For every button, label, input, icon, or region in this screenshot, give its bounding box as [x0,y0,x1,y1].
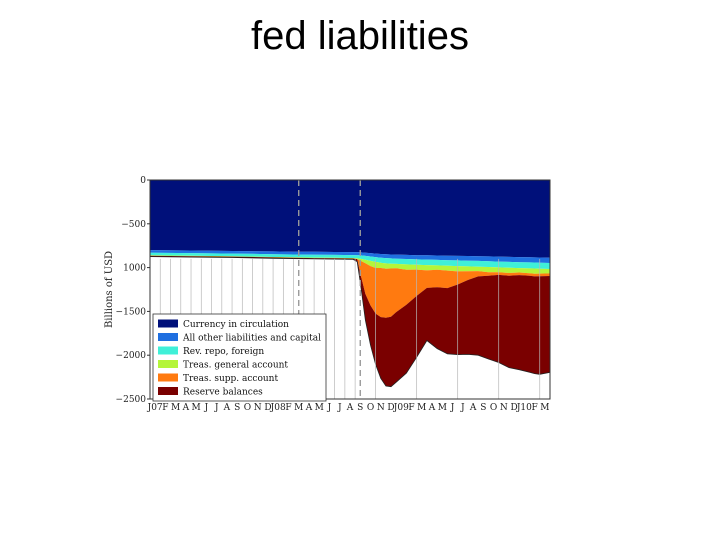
x-tick-label-37: F [531,403,537,413]
legend-entry-1: All other liabilities and capital [182,334,321,344]
legend-swatch-0 [158,319,178,328]
y-tick-label-0: 0 [140,176,146,186]
area-series-3 [150,255,550,274]
x-tick-label-36: J10 [516,403,532,413]
x-tick-label-8: S [234,403,240,413]
x-tick-label-29: J [450,403,455,413]
x-tick-label-7: A [223,403,231,413]
x-tick-label-13: F [285,403,291,413]
x-tick-label-4: M [192,403,201,413]
x-tick-label-34: N [500,403,508,413]
legend-entry-4: Treas. supp. account [183,374,278,384]
x-tick-label-1: F [162,403,168,413]
total-liabilities-line [149,256,551,388]
x-tick-label-35: D [510,403,517,413]
area-series-0 [150,180,550,258]
x-tick-label-6: J [214,403,219,413]
y-axis-label: Billions of USD [104,251,115,328]
x-tick-label-3: A [182,403,190,413]
x-tick-label-27: A [428,403,436,413]
x-tick-label-0: J07 [147,403,163,413]
slide-title: fed liabilities [251,14,469,58]
x-tick-label-38: M [540,403,549,413]
x-tick-label-14: M [294,403,303,413]
area-series-1 [150,250,550,263]
x-tick-label-18: J [337,403,342,413]
x-tick-label-5: J [204,403,209,413]
x-tick-label-20: S [357,403,363,413]
x-tick-label-23: D [387,403,394,413]
x-tick-label-22: N [377,403,385,413]
y-tick-label-1: −500 [121,220,146,230]
plot-frame [149,179,551,400]
stacked-areas [149,180,551,388]
area-series-2 [150,252,550,269]
x-tick-label-24: J09 [393,403,409,413]
y-tick-label-5: −2500 [116,395,147,405]
legend-swatch-3 [158,360,178,368]
y-tick-label-4: −2000 [116,351,147,361]
x-tick-label-12: J08 [270,403,286,413]
y-axis-ticks: 0 −500 1000 −1500 −2000 −2500 [116,176,150,405]
legend-swatch-4 [158,373,178,382]
legend-swatch-1 [158,333,178,341]
y-tick-label-3: −1500 [116,307,147,317]
legend-entry-2: Rev. repo, foreign [183,347,264,357]
x-tick-label-9: O [244,403,251,413]
x-tick-label-33: O [490,403,497,413]
legend-swatch-5 [158,387,178,395]
x-tick-label-31: A [469,403,477,413]
x-tick-label-28: M [438,403,447,413]
x-tick-label-2: M [171,403,180,413]
legend-entry-3: Treas. general account [183,361,288,371]
legend: Currency in circulation All other liabili… [152,313,327,402]
x-tick-label-17: J [327,403,332,413]
legend-entry-0: Currency in circulation [183,320,289,330]
x-tick-label-26: M [417,403,426,413]
legend-box [152,313,327,402]
x-axis-ticks: J07 F M A M J J A S O N D J08 F M A M J J A S O N D J09 F M A M J J A S O… [147,403,550,413]
x-tick-label-11: D [264,403,271,413]
x-tick-label-10: N [254,403,262,413]
x-tick-label-16: M [315,403,324,413]
x-tick-label-21: O [367,403,374,413]
area-series-4 [150,255,550,318]
x-tick-label-32: S [480,403,486,413]
x-tick-label-30: J [460,403,465,413]
y-tick-label-2: 1000 [123,264,146,274]
legend-swatch-2 [158,346,178,355]
x-tick-label-19: A [346,403,354,413]
x-tick-label-25: F [408,403,414,413]
x-tick-label-15: A [305,403,313,413]
legend-entry-5: Reserve balances [183,388,263,398]
